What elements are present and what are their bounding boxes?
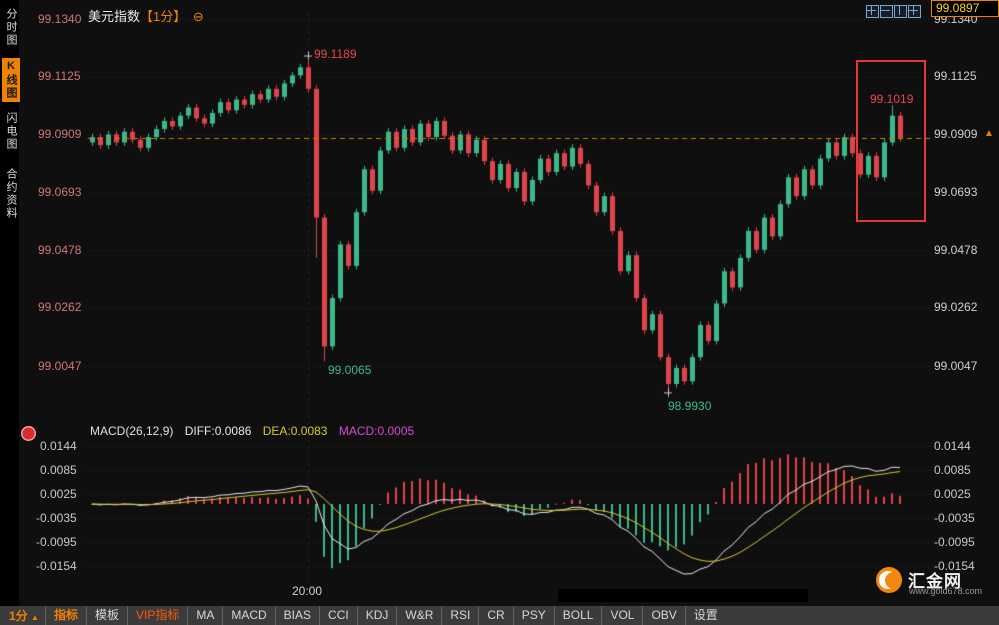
macd-axis-label-right: 0.0085 bbox=[934, 463, 971, 477]
layout-grid-icon[interactable] bbox=[866, 5, 879, 18]
toolbar-item-kdj[interactable]: KDJ bbox=[356, 606, 397, 625]
macd-axis-label-right: -0.0035 bbox=[934, 511, 975, 525]
sidebar-item-time-chart[interactable]: 分时图 bbox=[5, 8, 17, 47]
period-label: 1分 bbox=[9, 609, 28, 623]
first-low-annotation: 99.0065 bbox=[328, 363, 372, 377]
macd-axis-label-right: 0.0025 bbox=[934, 487, 971, 501]
highlight-rectangle bbox=[856, 60, 926, 222]
macd-axis-label-left: 0.0025 bbox=[40, 487, 77, 501]
left-tab-bar: 分时图 K线图 闪电图 合约资料 bbox=[0, 0, 20, 606]
period-tag: 【1分】 bbox=[140, 9, 187, 24]
toolbar-item-wr[interactable]: W&R bbox=[396, 606, 441, 625]
layout-mixed-icon[interactable] bbox=[908, 5, 921, 18]
chart-title: 美元指数【1分】 ⊖ bbox=[88, 6, 204, 25]
price-axis-label-left: 99.0478 bbox=[38, 243, 82, 257]
price-axis-label-left: 99.0047 bbox=[38, 359, 82, 373]
session-high-annotation: 99.1189 bbox=[314, 47, 357, 61]
toolbar-item-rsi[interactable]: RSI bbox=[441, 606, 478, 625]
period-dropdown-arrow-icon: ▲ bbox=[31, 613, 39, 622]
layout-columns-icon[interactable] bbox=[894, 5, 907, 18]
current-price-tag: 99.0897 bbox=[931, 0, 999, 17]
price-axis-label-right: 99.0693 bbox=[934, 185, 978, 199]
macd-axis-label-left: 0.0085 bbox=[40, 463, 77, 477]
sidebar-item-contract-info[interactable]: 合约资料 bbox=[5, 168, 17, 220]
bottom-black-bar bbox=[558, 589, 808, 602]
price-up-arrow-icon: ▲ bbox=[984, 128, 994, 139]
toolbar-item-ma[interactable]: MA bbox=[187, 606, 222, 625]
macd-axis-label-right: -0.0095 bbox=[934, 535, 975, 549]
toolbar-item-cci[interactable]: CCI bbox=[319, 606, 357, 625]
symbol-name: 美元指数 bbox=[88, 9, 141, 24]
toolbar-item-bias[interactable]: BIAS bbox=[274, 606, 319, 625]
macd-macd-value: MACD:0.0005 bbox=[338, 424, 415, 438]
macd-diff-value: DIFF:0.0086 bbox=[184, 424, 252, 438]
price-axis-label-left: 99.1340 bbox=[38, 12, 82, 26]
sidebar-item-lightning-chart[interactable]: 闪电图 bbox=[5, 112, 17, 151]
macd-axis-label-left: -0.0035 bbox=[36, 511, 77, 525]
price-axis-label-right: 99.0478 bbox=[934, 243, 978, 257]
toolbar-item-macd[interactable]: MACD bbox=[222, 606, 274, 625]
site-logo[interactable]: 汇金网 www.gold678.com bbox=[876, 565, 996, 605]
indicator-toolbar: 1分 ▲ 指标 模板 VIP指标 MA MACD BIAS CCI KDJ W&… bbox=[0, 606, 999, 625]
session-low-annotation: 98.9930 bbox=[668, 399, 712, 413]
macd-dea-value: DEA:0.0083 bbox=[262, 424, 328, 438]
toolbar-item-obv[interactable]: OBV bbox=[642, 606, 684, 625]
macd-axis-label-left: -0.0095 bbox=[36, 535, 77, 549]
toolbar-item-cr[interactable]: CR bbox=[478, 606, 512, 625]
toolbar-item-boll[interactable]: BOLL bbox=[553, 606, 602, 625]
macd-axis-label-left: -0.0154 bbox=[36, 559, 77, 573]
zoom-out-icon[interactable]: ⊖ bbox=[192, 9, 204, 24]
price-axis-label-right: 99.0047 bbox=[934, 359, 978, 373]
price-axis-label-left: 99.1125 bbox=[38, 69, 81, 83]
price-axis-label-right: 99.0262 bbox=[934, 300, 978, 314]
promo-badge-icon[interactable] bbox=[21, 426, 36, 441]
macd-axis-label-left: 0.0144 bbox=[40, 439, 77, 453]
logo-url: www.gold678.com bbox=[909, 586, 983, 596]
layout-rows-icon[interactable] bbox=[880, 5, 893, 18]
price-axis-label-right: 99.1125 bbox=[934, 69, 977, 83]
macd-axis-label-right: -0.0154 bbox=[934, 559, 975, 573]
logo-name: 汇金网 bbox=[908, 572, 962, 591]
recent-high-annotation: 99.1019 bbox=[870, 92, 914, 106]
toolbar-item-psy[interactable]: PSY bbox=[512, 606, 554, 625]
toolbar-item-vol[interactable]: VOL bbox=[601, 606, 642, 625]
toolbar-item-template[interactable]: 模板 bbox=[85, 606, 127, 625]
price-axis-label-left: 99.0262 bbox=[38, 300, 82, 314]
toolbar-item-vip-indicator[interactable]: VIP指标 bbox=[126, 606, 187, 625]
price-axis-label-left: 99.0909 bbox=[38, 127, 82, 141]
macd-axis-label-right: 0.0144 bbox=[934, 439, 971, 453]
time-axis-label: 20:00 bbox=[292, 584, 323, 598]
period-selector[interactable]: 1分 ▲ bbox=[0, 607, 45, 624]
logo-crescent-icon bbox=[876, 567, 902, 593]
macd-params: MACD(26,12,9) bbox=[90, 424, 174, 438]
sidebar-item-kline-chart[interactable]: K线图 bbox=[2, 58, 20, 102]
price-axis-label-left: 99.0693 bbox=[38, 185, 82, 199]
toolbar-item-settings[interactable]: 设置 bbox=[684, 606, 726, 625]
price-axis-label-right: 99.0909 bbox=[934, 127, 978, 141]
macd-params-row: MACD(26,12,9) DIFF:0.0086 DEA:0.0083 MAC… bbox=[90, 424, 414, 438]
toolbar-item-indicator[interactable]: 指标 bbox=[44, 606, 86, 625]
